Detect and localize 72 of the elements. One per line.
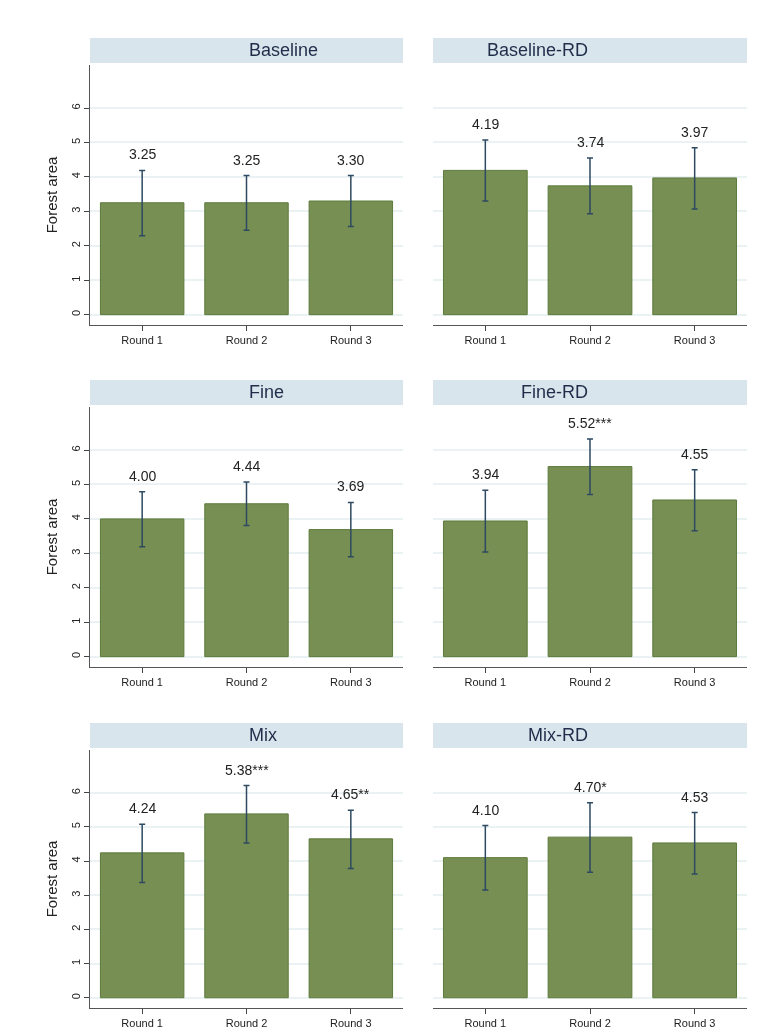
data-label: 4.65** xyxy=(331,786,370,802)
data-label: 3.25 xyxy=(233,152,261,168)
y-tick-label: 0 xyxy=(69,309,82,317)
y-tick-label: 2 xyxy=(69,241,82,248)
y-axis-title: Forest area xyxy=(42,839,60,918)
y-tick-label: 2 xyxy=(69,924,82,931)
x-tick-label: Round 1 xyxy=(121,334,163,347)
data-label: 3.69 xyxy=(337,478,365,494)
x-tick-label: Round 1 xyxy=(121,1017,163,1030)
y-tick-label: 2 xyxy=(69,583,82,590)
x-tick-label: Round 3 xyxy=(330,676,372,689)
y-tick-label: 1 xyxy=(69,275,82,282)
bar xyxy=(308,838,394,999)
data-label: 4.44 xyxy=(233,458,261,474)
y-tick-label: 6 xyxy=(69,788,82,795)
data-label: 3.25 xyxy=(129,146,157,162)
data-label: 4.70* xyxy=(574,779,608,795)
y-tick-label: 1 xyxy=(69,617,82,624)
x-tick-label: Round 2 xyxy=(569,1017,611,1030)
bar xyxy=(99,852,185,999)
data-label: 3.97 xyxy=(681,124,709,140)
y-tick-label: 4 xyxy=(69,514,82,521)
data-label: 5.38*** xyxy=(225,762,270,778)
data-label: 3.94 xyxy=(472,466,500,482)
y-tick-label: 3 xyxy=(69,890,82,897)
data-label: 4.19 xyxy=(472,116,500,132)
y-axis-title: Forest area xyxy=(42,155,60,234)
data-label: 3.30 xyxy=(337,152,365,168)
y-tick-label: 4 xyxy=(69,172,82,179)
x-tick-label: Round 1 xyxy=(464,1017,507,1030)
y-tick-label: 0 xyxy=(69,651,82,659)
y-axis-title: Forest area xyxy=(42,497,60,576)
y-tick-label: 4 xyxy=(69,856,82,863)
x-tick-label: Round 1 xyxy=(464,334,507,347)
chart-title: Baseline xyxy=(249,40,319,60)
data-label: 3.74 xyxy=(577,134,605,150)
x-tick-label: Round 2 xyxy=(569,334,611,347)
y-tick-label: 0 xyxy=(69,993,82,1000)
x-tick-label: Round 3 xyxy=(330,1017,372,1030)
chart-title: Mix xyxy=(249,725,277,745)
data-label: 4.10 xyxy=(472,802,500,818)
y-tick-label: 5 xyxy=(69,137,82,144)
chart-title: Fine xyxy=(249,382,285,402)
bar xyxy=(204,813,289,999)
x-tick-label: Round 2 xyxy=(569,676,611,689)
chart-title: Baseline-RD xyxy=(487,40,589,60)
x-tick-label: Round 1 xyxy=(464,676,507,689)
x-tick-label: Round 2 xyxy=(225,334,268,347)
y-tick-label: 3 xyxy=(69,548,82,555)
y-tick-label: 1 xyxy=(69,958,82,965)
data-label: 4.24 xyxy=(129,800,157,816)
chart-title: Mix-RD xyxy=(528,725,588,745)
y-tick-label: 3 xyxy=(69,206,82,213)
y-tick-label: 6 xyxy=(69,445,82,452)
chart-title: Fine-RD xyxy=(521,382,589,402)
x-tick-label: Round 2 xyxy=(225,1017,268,1030)
y-tick-label: 5 xyxy=(69,822,82,829)
bar xyxy=(204,503,289,658)
data-label: 4.00 xyxy=(129,468,157,484)
x-tick-label: Round 2 xyxy=(225,676,268,689)
data-label: 4.55 xyxy=(681,446,709,462)
x-tick-label: Round 3 xyxy=(673,676,716,689)
y-tick-label: 5 xyxy=(69,479,82,486)
y-tick-label: 6 xyxy=(69,103,82,110)
bar xyxy=(308,529,394,658)
x-tick-label: Round 1 xyxy=(121,676,163,689)
bar xyxy=(99,518,185,658)
x-tick-label: Round 3 xyxy=(330,334,372,347)
data-label: 5.52*** xyxy=(568,415,613,431)
data-label: 4.53 xyxy=(681,789,709,805)
x-tick-label: Round 3 xyxy=(673,1017,716,1030)
x-tick-label: Round 3 xyxy=(673,334,716,347)
